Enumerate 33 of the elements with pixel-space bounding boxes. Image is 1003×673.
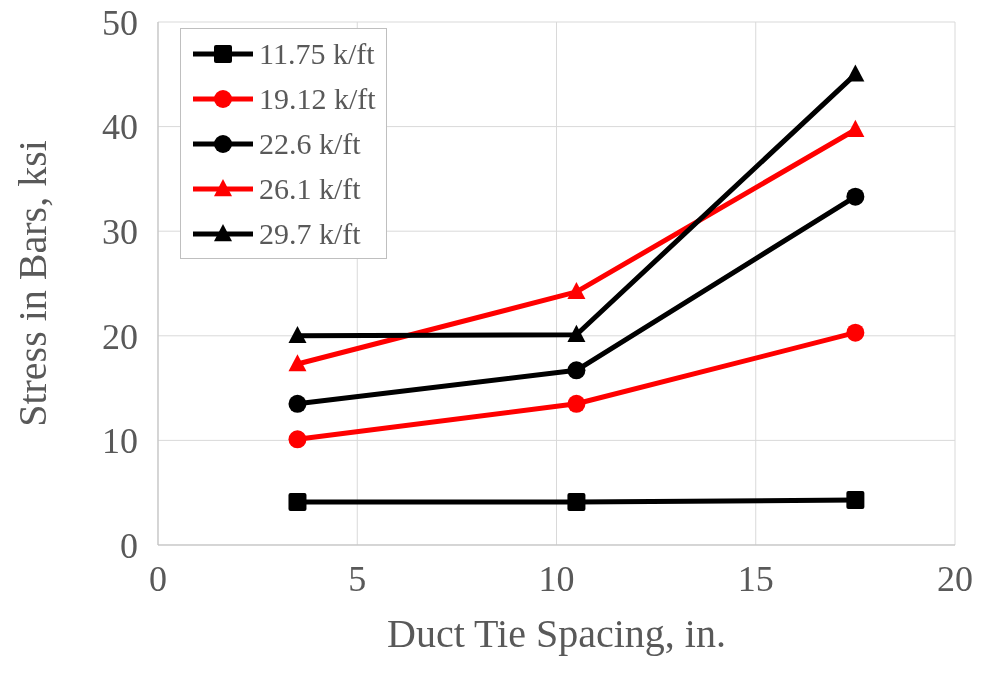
y-tick-label: 50 <box>102 2 138 43</box>
point <box>567 394 586 413</box>
x-tick-label: 20 <box>937 558 973 599</box>
point <box>846 64 865 82</box>
x-tick-label: 15 <box>737 558 774 599</box>
x-tick-label: 0 <box>149 558 167 599</box>
point <box>288 354 307 372</box>
legend-label: 29.7 k/ft <box>259 216 361 251</box>
point <box>567 361 586 380</box>
y-tick-label: 30 <box>102 211 138 252</box>
point <box>288 394 307 413</box>
legend-label: 11.75 k/ft <box>259 36 375 71</box>
point <box>846 187 865 206</box>
point <box>846 491 865 510</box>
legend-label: 26.1 k/ft <box>259 171 361 206</box>
point <box>567 281 586 300</box>
y-tick-label: 0 <box>120 525 138 566</box>
point <box>567 324 586 342</box>
x-tick-label: 5 <box>348 558 367 599</box>
point <box>288 430 307 449</box>
x-axis-title: Duct Tie Spacing, in. <box>387 611 726 656</box>
y-axis-title: Stress in Bars, ksi <box>10 140 56 427</box>
point <box>288 493 307 512</box>
y-tick-label: 20 <box>102 316 138 357</box>
y-tick-label: 10 <box>102 421 138 462</box>
point <box>846 323 865 342</box>
point <box>846 119 865 137</box>
legend-label: 19.12 k/ft <box>259 81 376 116</box>
y-tick-label: 40 <box>102 107 138 148</box>
point <box>288 325 307 343</box>
x-tick-label: 10 <box>538 558 575 599</box>
point <box>567 493 586 512</box>
legend-label: 22.6 k/ft <box>259 126 361 161</box>
